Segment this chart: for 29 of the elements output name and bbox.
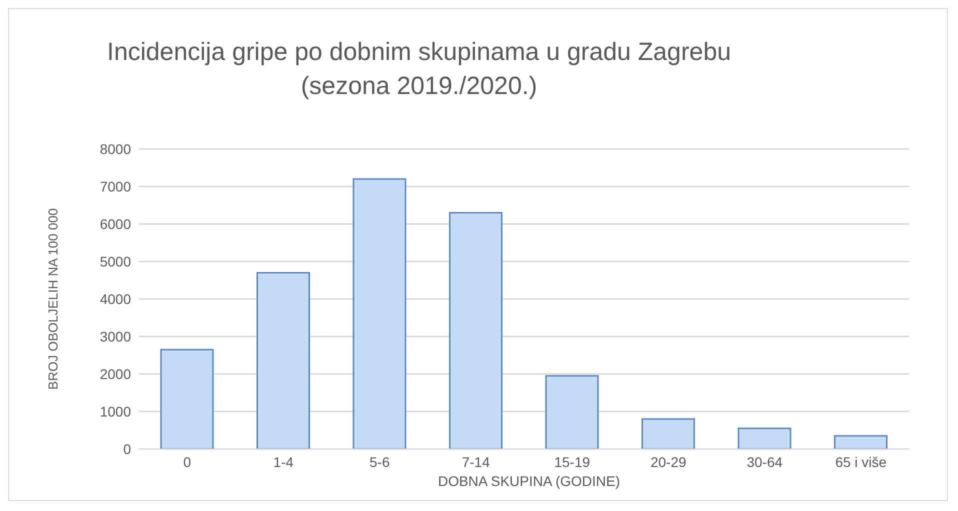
chart-title: Incidencija gripe po dobnim skupinama u gradu Zagrebu <box>106 37 732 68</box>
x-tick-label: 30-64 <box>746 454 783 470</box>
bar <box>352 178 406 449</box>
bar <box>545 375 599 449</box>
bar <box>834 435 888 449</box>
x-tick-label: 0 <box>183 454 192 470</box>
x-tick-label: 20-29 <box>650 454 686 470</box>
y-tick-label: 1000 <box>100 403 132 420</box>
bar <box>160 348 214 449</box>
y-tick-label: 3000 <box>100 328 132 344</box>
y-tick-label: 7000 <box>100 178 132 194</box>
bar <box>642 418 695 449</box>
chart-subtitle: (sezona 2019./2020.) <box>300 71 538 102</box>
y-tick-label: 0 <box>123 440 132 457</box>
y-axis-title: BROJ OBOLJELIH NA 100 000 <box>46 208 61 390</box>
x-tick-label: 5-6 <box>370 454 390 470</box>
bar <box>449 212 502 449</box>
x-tick-label: 1-4 <box>273 454 294 470</box>
bar <box>738 428 792 449</box>
y-tick-label: 4000 <box>100 290 132 307</box>
x-axis-title: DOBNA SKUPINA (GODINE) <box>436 473 622 489</box>
y-tick-label: 2000 <box>100 366 132 382</box>
y-tick-label: 6000 <box>100 216 132 232</box>
bar <box>256 272 310 449</box>
x-tick-label: 7-14 <box>462 454 490 470</box>
x-tick-label: 15-19 <box>554 454 590 470</box>
y-tick-label: 5000 <box>100 253 132 270</box>
y-tick-label: 8000 <box>100 140 132 157</box>
x-tick-label: 65 i više <box>835 454 887 470</box>
